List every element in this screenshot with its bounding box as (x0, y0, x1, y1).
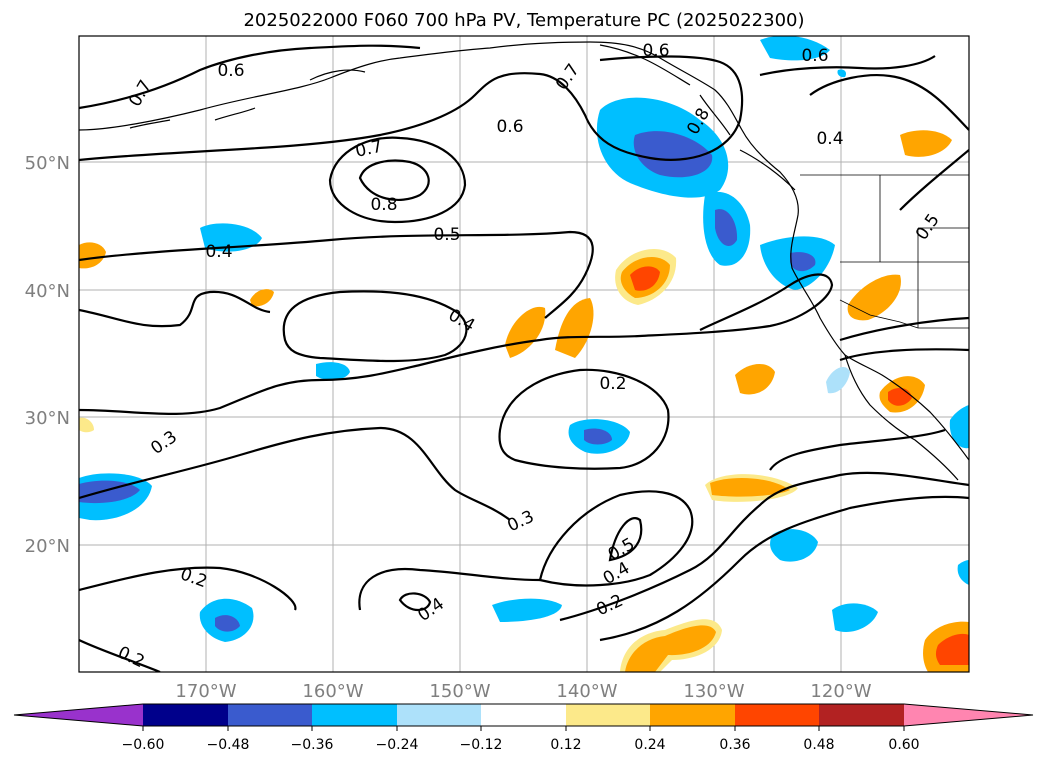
contour-label: 0.6 (217, 61, 244, 81)
colorbar-tick-label: −0.48 (207, 737, 250, 753)
colorbar-tick-label: −0.12 (460, 737, 503, 753)
map-frame (78, 35, 970, 673)
colorbar-tick-label: 0.36 (719, 737, 750, 753)
latitude-labels: 50°N 40°N 30°N 20°N (25, 153, 70, 557)
lon-label-130w: 130°W (683, 681, 744, 702)
colorbar-segment (819, 704, 904, 726)
contour-label: 0.4 (816, 129, 843, 149)
contour-label: 0.8 (370, 195, 397, 215)
lat-label-50n: 50°N (25, 153, 70, 174)
colorbar-tick-label: −0.24 (376, 737, 419, 753)
colorbar-segment (397, 704, 481, 726)
contour-label: 0.4 (205, 242, 232, 262)
contour-label: 0.6 (642, 41, 669, 61)
colorbar-segment (650, 704, 735, 726)
colorbar-tick-label: −0.60 (122, 737, 165, 753)
longitude-labels: 170°W 160°W 150°W 140°W 130°W 120°W (175, 681, 871, 702)
lon-label-140w: 140°W (556, 681, 617, 702)
temperature-negative-shading (79, 36, 969, 642)
colorbar-segment (143, 704, 228, 726)
colorbar-segment (228, 704, 312, 726)
colorbar-segment (566, 704, 650, 726)
lon-label-170w: 170°W (175, 681, 236, 702)
colorbar-segment (735, 704, 819, 726)
colorbar: −0.60 −0.48 −0.36 −0.24 −0.12 0.12 0.24 … (13, 703, 1034, 753)
political-borders (800, 174, 969, 329)
contour-label: 0.6 (801, 46, 828, 66)
map-title: 2025022000 F060 700 hPa PV, Temperature … (243, 10, 804, 31)
colorbar-tick-label: 0.12 (550, 737, 581, 753)
colorbar-tick-label: 0.24 (634, 737, 665, 753)
colorbar-tick-label: −0.36 (291, 737, 334, 753)
contour-label: 0.6 (496, 117, 523, 137)
colorbar-segment (312, 704, 397, 726)
colorbar-tick-labels: −0.60 −0.48 −0.36 −0.24 −0.12 0.12 0.24 … (122, 737, 920, 753)
lat-label-40n: 40°N (25, 281, 70, 302)
colorbar-segment (481, 704, 566, 726)
lon-label-150w: 150°W (429, 681, 490, 702)
colorbar-max-extension (904, 704, 1033, 726)
coastlines (79, 41, 969, 481)
colorbar-ticks (142, 726, 905, 731)
colorbar-min-extension (14, 704, 143, 726)
contour-label: 0.5 (433, 225, 460, 245)
colorbar-tick-label: 0.60 (888, 737, 919, 753)
lon-label-160w: 160°W (302, 681, 363, 702)
pv-contours (79, 44, 969, 672)
map-panel: 0.6 0.7 0.6 0.7 0.6 0.6 0.4 0.7 0.8 0.5 … (78, 35, 970, 673)
lon-label-120w: 120°W (810, 681, 871, 702)
lat-label-30n: 30°N (25, 408, 70, 429)
temperature-positive-shading (79, 130, 969, 672)
colorbar-tick-label: 0.48 (803, 737, 834, 753)
lat-label-20n: 20°N (25, 536, 70, 557)
contour-label: 0.2 (599, 374, 626, 394)
